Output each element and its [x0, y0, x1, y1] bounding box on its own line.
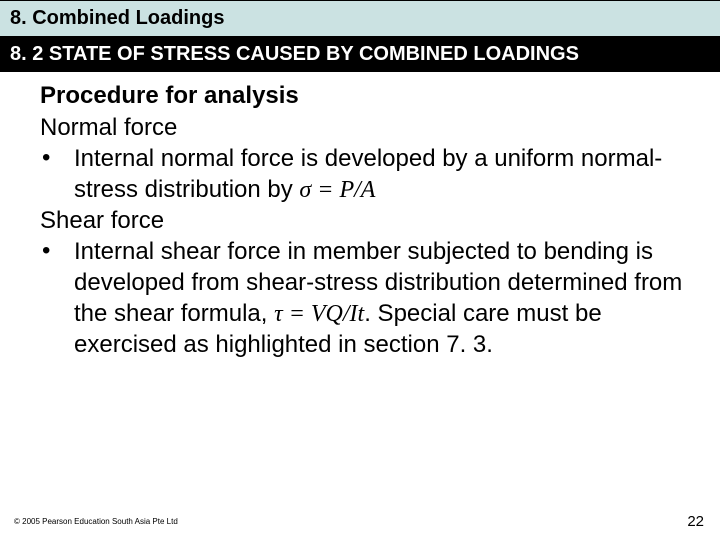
- bullet-text: Internal normal force is developed by a …: [74, 144, 690, 205]
- bullet-mark: •: [40, 237, 74, 265]
- chapter-bar: 8. Combined Loadings: [0, 0, 720, 37]
- bullet2-formula: τ = VQ/It: [274, 301, 364, 327]
- shear-force-subheading: Shear force: [40, 207, 690, 235]
- page-number: 22: [687, 513, 704, 530]
- bullet-shear-force: • Internal shear force in member subject…: [40, 237, 690, 360]
- bullet1-formula: σ = P/A: [299, 177, 375, 203]
- chapter-title: 8. Combined Loadings: [10, 7, 710, 30]
- bullet-text: Internal shear force in member subjected…: [74, 237, 690, 360]
- copyright-text: © 2005 Pearson Education South Asia Pte …: [14, 517, 178, 526]
- content-area: Procedure for analysis Normal force • In…: [0, 72, 720, 360]
- section-bar: 8. 2 STATE OF STRESS CAUSED BY COMBINED …: [0, 37, 720, 72]
- bullet-normal-force: • Internal normal force is developed by …: [40, 144, 690, 205]
- normal-force-subheading: Normal force: [40, 114, 690, 142]
- procedure-heading: Procedure for analysis: [40, 82, 690, 110]
- section-title: 8. 2 STATE OF STRESS CAUSED BY COMBINED …: [10, 43, 710, 66]
- bullet-mark: •: [40, 144, 74, 172]
